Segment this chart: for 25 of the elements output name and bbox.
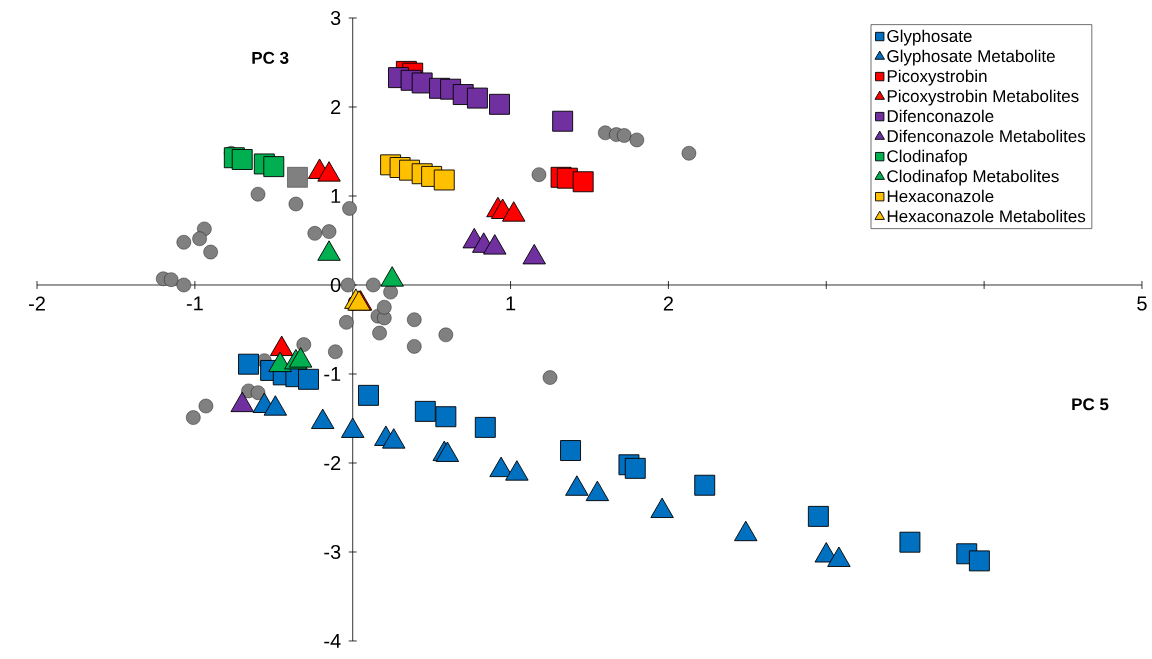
y-tick-label: -2 [324, 456, 341, 470]
y-tick-label: -4 [324, 634, 341, 648]
y-tick-label: 1 [331, 189, 341, 203]
legend-label: Hexaconazole [887, 189, 994, 203]
legend-label: Difenconazole [887, 109, 994, 123]
legend-label: Glyphosate Metabolite [887, 49, 1055, 66]
legend-label: Hexaconazole Metabolites [887, 209, 1086, 223]
legend-label: Picoxystrobin [887, 69, 987, 86]
x-tick-label: -2 [29, 296, 45, 311]
legend-label: Clodinafop [887, 149, 967, 166]
x-tick-label: 5 [1137, 296, 1147, 311]
y-tick-label: 0 [330, 277, 341, 293]
legend-label: Picoxystrobin Metabolites [887, 89, 1079, 106]
y-tick-label: -1 [324, 367, 341, 381]
x-tick-label: 2 [663, 296, 673, 311]
y-tick-label: 2 [331, 100, 341, 114]
x-axis-title: PC 5 [1072, 398, 1109, 411]
legend-label: Difenconazole Metabolites [887, 129, 1086, 143]
y-tick-label: 3 [330, 10, 341, 26]
y-axis-title: PC 3 [252, 51, 289, 64]
x-tick-label: 1 [506, 296, 516, 311]
legend-label: Glyphosate [887, 29, 972, 46]
y-tick-label: -3 [324, 544, 341, 560]
legend-label: Clodinafop Metabolites [887, 169, 1059, 186]
x-tick-label: -1 [186, 296, 203, 311]
